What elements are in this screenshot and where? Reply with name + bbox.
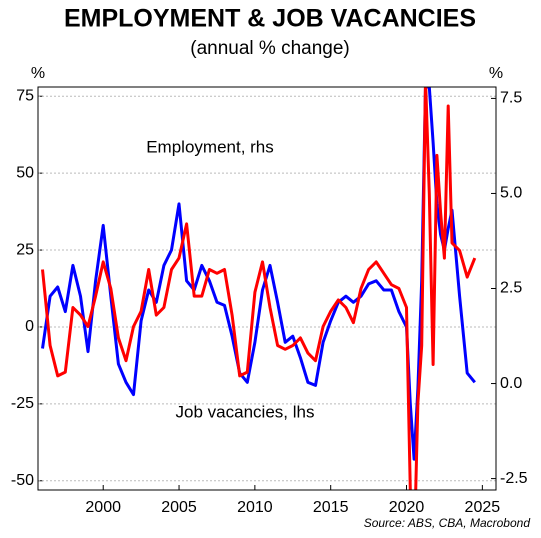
y-tick-label: 25 [16, 241, 34, 258]
y-unit: % [31, 65, 45, 82]
y-tick-label: 0 [25, 318, 34, 335]
series-label: Employment, rhs [146, 137, 274, 156]
frame [37, 86, 497, 491]
x-tick-label: 2000 [85, 499, 121, 516]
series-label: Job vacancies, lhs [176, 402, 315, 421]
chart-title: EMPLOYMENT & JOB VACANCIES [64, 5, 476, 33]
y2-unit: % [489, 65, 503, 82]
y-tick-label: 75 [16, 87, 34, 104]
x-tick-label: 2020 [389, 499, 425, 516]
y-tick-label: -25 [11, 395, 34, 412]
x-tick-label: 2025 [465, 499, 501, 516]
y-tick-label: -50 [11, 472, 34, 489]
chart-subtitle: (annual % change) [190, 38, 350, 59]
y2-tick-label: 0.0 [500, 375, 522, 392]
x-tick-label: 2015 [313, 499, 349, 516]
source: Source: ABS, CBA, Macrobond [364, 516, 531, 530]
y2-tick-label: -2.5 [500, 470, 528, 487]
series-line [41, 87, 477, 490]
x-tick-label: 2010 [237, 499, 273, 516]
plot-area [41, 87, 477, 490]
y2-tick-label: 2.5 [500, 280, 522, 297]
x-tick-label: 2005 [161, 499, 197, 516]
y-tick-label: 50 [16, 164, 34, 181]
y2-tick-label: 5.0 [500, 185, 522, 202]
y2-tick-label: 7.5 [500, 90, 522, 107]
